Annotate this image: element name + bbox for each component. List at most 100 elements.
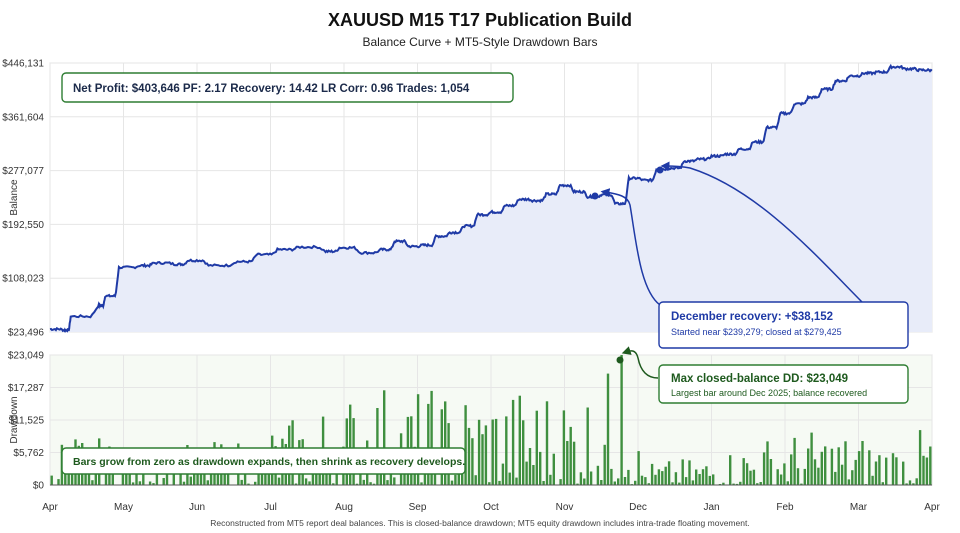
x-tick-label: May — [114, 502, 133, 513]
dd-subtitle: Largest bar around Dec 2025; balance rec… — [671, 388, 867, 398]
balance-axis-label: Balance — [9, 179, 20, 216]
drawdown-bar — [64, 469, 67, 485]
drawdown-bar — [868, 450, 871, 485]
drawdown-bar — [206, 480, 209, 485]
drawdown-bar — [444, 401, 447, 485]
drawdown-bar — [837, 447, 840, 485]
drawdown-bar — [617, 478, 620, 485]
drawdown-bar — [623, 477, 627, 485]
drawdown-bar — [634, 480, 637, 485]
drawdown-bar — [50, 475, 53, 485]
drawdown-bar — [729, 455, 732, 485]
drawdown-bar — [416, 394, 420, 485]
balance-ytick-label: $361,604 — [2, 112, 44, 123]
drawdown-bar — [762, 452, 766, 485]
drawdown-bar — [589, 471, 593, 485]
drawdown-bar — [667, 461, 671, 485]
drawdown-bar — [739, 481, 742, 485]
drawdown-bar — [454, 474, 457, 485]
drawdown-bar — [267, 474, 270, 485]
drawdown-bar — [481, 434, 484, 485]
drawdown-bar — [505, 416, 508, 485]
drawdown-bar — [467, 427, 471, 485]
drawdown-bar — [216, 473, 220, 485]
drawdown-bar — [162, 478, 165, 485]
balance-ytick-label: $277,077 — [2, 166, 44, 177]
drawdown-bar — [847, 479, 851, 485]
drawdown-bar — [491, 419, 494, 485]
drawdown-bar — [600, 480, 603, 485]
drawdown-bar — [606, 373, 610, 485]
drawdown-bar — [613, 481, 616, 485]
drawdown-bar — [813, 459, 817, 485]
drawdown-bar — [57, 479, 60, 485]
drawdown-bar — [355, 483, 359, 485]
drawdown-bar — [688, 460, 691, 485]
drawdown-bar — [155, 471, 159, 485]
dd-box — [658, 364, 909, 404]
drawdown-bar — [545, 401, 549, 485]
drawdown-bar — [138, 481, 142, 485]
drawdown-bar — [525, 461, 528, 485]
drawdown-bar — [522, 420, 525, 485]
drawdown-bar — [857, 451, 861, 485]
drawdown-bar — [776, 469, 779, 485]
drawdown-bar — [735, 483, 739, 485]
bars-note-box — [61, 447, 466, 475]
drawdown-bar — [572, 441, 576, 485]
drawdown-bar — [657, 469, 661, 485]
drawdown-bar — [494, 418, 498, 485]
drawdown-bar — [508, 472, 511, 485]
drawdown-bar — [562, 410, 566, 485]
x-tick-label: Aug — [335, 502, 353, 513]
drawdown-bar — [518, 395, 521, 485]
drawdown-bar — [722, 482, 725, 485]
bars-note-text: Bars grow from zero as drawdown expands,… — [73, 456, 465, 468]
drawdown-bar — [91, 480, 94, 485]
x-tick-label: Apr — [924, 502, 940, 513]
drawdown-bar — [820, 451, 823, 485]
drawdown-bar — [532, 465, 535, 485]
drawdown-bar — [464, 405, 467, 485]
drawdown-bar — [640, 475, 644, 485]
drawdown-bar — [902, 461, 905, 485]
drawdown-bar — [807, 448, 810, 485]
drawdown-bar — [128, 467, 131, 485]
drawdown-bar — [918, 430, 922, 485]
balance-ytick-label: $108,023 — [2, 274, 44, 285]
drawdown-bar — [583, 478, 586, 485]
drawdown-bar — [131, 482, 135, 485]
x-tick-label: Dec — [629, 502, 647, 513]
drawdown-bar — [905, 483, 908, 485]
drawdown-bar — [308, 481, 311, 485]
drawdown-bar — [430, 390, 433, 485]
drawdown-bar — [223, 466, 226, 485]
balance-ytick-label: $23,496 — [8, 328, 45, 339]
drawdown-bar — [929, 446, 932, 485]
drawdown-bar — [793, 437, 796, 485]
chart-title: XAUUSD M15 T17 Publication Build — [327, 10, 633, 30]
balance-ytick-label: $446,131 — [2, 59, 44, 70]
drawdown-bar — [664, 466, 667, 485]
drawdown-bar — [752, 469, 756, 485]
drawdown-bar — [349, 404, 352, 485]
drawdown-bar — [912, 483, 915, 485]
drawdown-bar — [844, 441, 847, 485]
drawdown-bar — [701, 469, 705, 485]
recovery-subtitle: Started near $239,279; closed at $279,42… — [671, 327, 842, 337]
drawdown-bar — [304, 478, 308, 485]
drawdown-bar — [745, 463, 749, 485]
drawdown-bar — [861, 441, 864, 485]
drawdown-bar — [440, 409, 443, 485]
drawdown-bar — [372, 483, 376, 485]
drawdown-bar — [885, 457, 888, 485]
x-tick-label: Mar — [850, 502, 868, 513]
drawdown-bar — [691, 480, 695, 485]
drawdown-bar — [474, 475, 477, 485]
drawdown-ytick-label: $17,287 — [8, 383, 45, 394]
drawdown-bar — [671, 482, 674, 485]
drawdown-bar — [854, 459, 857, 485]
drawdown-bar — [511, 399, 515, 485]
drawdown-bar — [488, 482, 491, 485]
drawdown-bar — [637, 451, 640, 485]
